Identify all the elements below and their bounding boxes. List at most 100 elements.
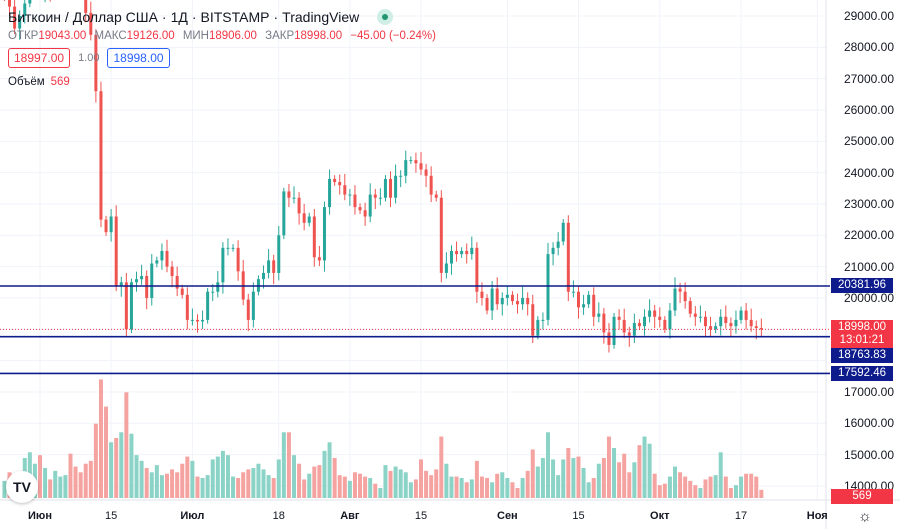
candle-body [495, 288, 499, 305]
high-label: МАКС [94, 30, 127, 42]
volume-bar [337, 475, 342, 498]
volume-bar [673, 466, 677, 498]
candle-body [338, 182, 342, 186]
settings-gear-icon[interactable]: ☼ [858, 508, 872, 525]
volume-bar [617, 462, 622, 498]
candle-body [221, 247, 225, 283]
candle-body [155, 260, 159, 264]
volume-bar [642, 436, 647, 498]
candle-body [23, 3, 27, 16]
price-tick: 27000.00 [843, 71, 894, 86]
candle-body [292, 197, 296, 199]
volume-bar [495, 473, 500, 498]
candle-body [439, 197, 443, 273]
volume-bar [540, 458, 545, 498]
volume-bar [571, 458, 576, 498]
candle-body [190, 319, 194, 321]
candle-body [627, 332, 631, 336]
volume-bar [500, 472, 505, 498]
volume-bar [556, 475, 561, 498]
volume-bar [200, 478, 205, 498]
candle-body [739, 310, 743, 320]
volume-bar [109, 442, 114, 498]
volume-bar [657, 485, 662, 498]
candle-body [490, 288, 494, 311]
candle-body [566, 222, 570, 292]
volume-bar [185, 456, 190, 498]
candle-body [236, 247, 240, 272]
volume-bar [393, 466, 398, 498]
candle-body [185, 294, 189, 320]
price-tick: 16000.00 [843, 416, 894, 431]
volume-bar [342, 476, 347, 498]
candle-body [729, 323, 733, 327]
candle-body [597, 313, 601, 317]
volume-bar [601, 458, 606, 498]
candle-body [378, 197, 382, 199]
volume-bar [124, 392, 129, 498]
candle-body [414, 160, 418, 164]
volume-bar [38, 455, 42, 498]
candle-body [703, 316, 707, 327]
candle-body [683, 291, 687, 302]
volume-bar [525, 470, 530, 498]
candle-body [383, 178, 387, 198]
volume-bar [606, 436, 611, 498]
volume-legend[interactable]: Объём 569 [8, 76, 441, 88]
open-value: 19043.00 [38, 30, 87, 42]
volume-bar [93, 423, 98, 498]
candle-body [582, 304, 586, 308]
candle-body [536, 319, 540, 336]
market-open-status-icon [377, 9, 394, 25]
candle-body [94, 34, 98, 92]
candle-body [663, 319, 667, 330]
symbol-title[interactable]: Биткоин / Доллар США · 1Д · BITSTAMP · T… [8, 8, 441, 26]
price-tick: 22000.00 [843, 228, 894, 243]
volume-bar [678, 472, 683, 498]
candle-body [114, 216, 118, 286]
buy-button[interactable]: 18998.00 [107, 48, 170, 68]
volume-bar [154, 465, 159, 498]
volume-bar [728, 488, 733, 498]
candle-body [302, 213, 306, 223]
candle-body [505, 294, 509, 298]
candle-body [465, 250, 469, 255]
high-value: 19126.00 [126, 30, 175, 42]
volume-bar [215, 456, 220, 498]
candle-body [28, 0, 32, 4]
candle-body [363, 210, 367, 217]
time-tick: 18 [272, 510, 285, 522]
volume-bar [449, 476, 454, 498]
low-label: МИН [182, 30, 209, 42]
candle-body [267, 260, 271, 273]
candle-body [531, 304, 535, 336]
separator: · [161, 9, 167, 25]
volume-bar [104, 406, 109, 498]
volume-bar [403, 472, 408, 498]
volume-bar [444, 463, 449, 498]
volume-bar [373, 483, 378, 498]
price-tick: 23000.00 [843, 196, 894, 211]
candle-body [592, 294, 596, 317]
volume-bar [2, 480, 7, 498]
volume-value: 569 [50, 76, 70, 88]
sell-button[interactable]: 18997.00 [8, 48, 71, 68]
volume-bar [48, 479, 53, 498]
volume-bar [251, 468, 256, 498]
candle-body [668, 310, 672, 330]
candle-body [104, 219, 108, 233]
volume-bar [733, 485, 738, 498]
candle-body [333, 178, 337, 183]
close-label: ЗАКР [265, 30, 295, 42]
candle-body [99, 91, 103, 220]
candle-body [673, 288, 677, 311]
candle-body [521, 297, 525, 305]
volume-bar [561, 459, 566, 498]
tradingview-logo[interactable]: TV [6, 471, 38, 503]
time-tick: 15 [414, 510, 428, 522]
volume-bar [195, 476, 200, 498]
candle-body [389, 178, 393, 198]
volume-bar [119, 432, 124, 498]
candle-body [678, 288, 682, 292]
